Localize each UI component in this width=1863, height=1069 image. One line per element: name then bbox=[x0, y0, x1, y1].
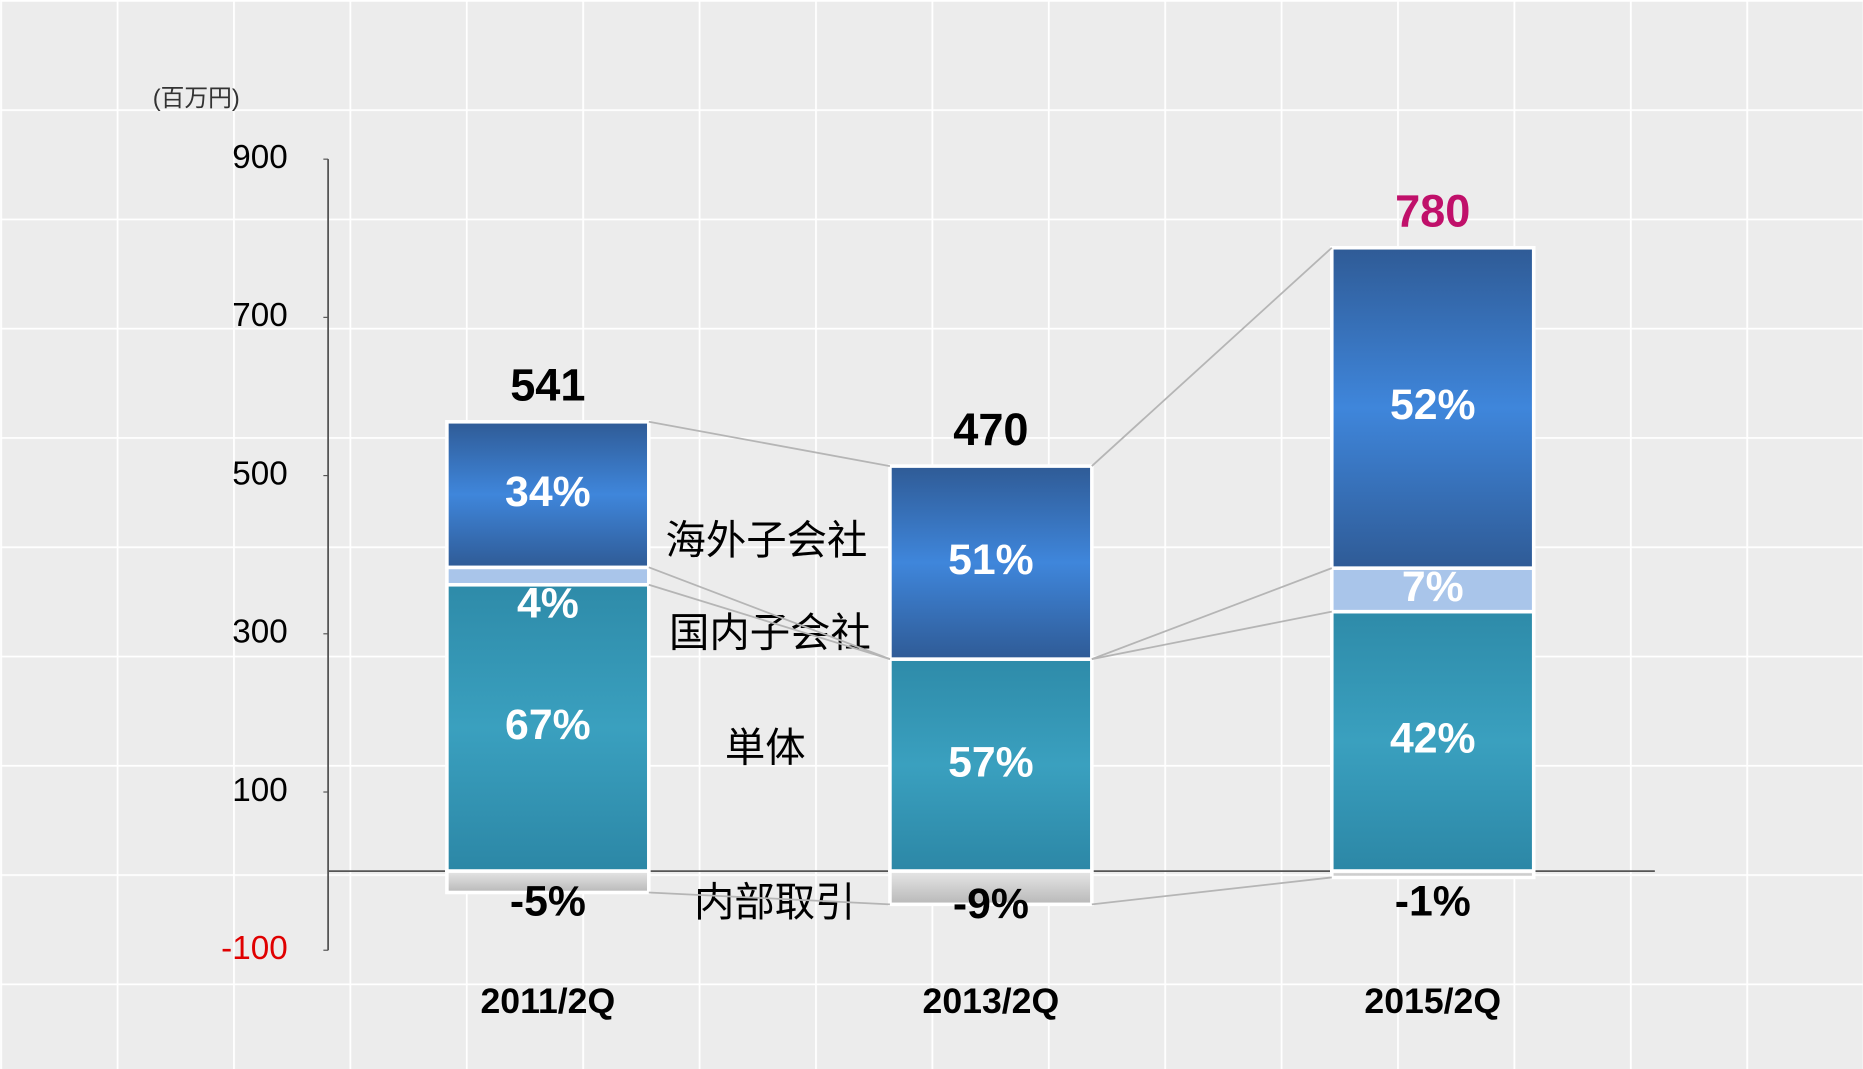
x-tick-label: 2011/2Q bbox=[480, 981, 615, 1021]
series-label: 国内子会社 bbox=[669, 609, 871, 656]
bar-segment bbox=[1329, 245, 1536, 570]
connector bbox=[1091, 567, 1333, 660]
series-label: 海外子会社 bbox=[665, 517, 867, 564]
y-tick-label: -100 bbox=[221, 930, 288, 967]
y-tick-label: 700 bbox=[232, 297, 287, 334]
connector bbox=[1091, 610, 1332, 660]
total-label: 541 bbox=[510, 359, 585, 410]
value-label: 42% bbox=[1390, 715, 1476, 763]
connector bbox=[648, 583, 891, 660]
value-label: 34% bbox=[505, 468, 591, 516]
series-label: 内部取引 bbox=[694, 879, 856, 926]
connector bbox=[648, 891, 890, 906]
series-label: 単体 bbox=[725, 725, 806, 772]
x-tick-label: 2013/2Q bbox=[923, 981, 1060, 1021]
y-unit-label: (百万円) bbox=[153, 85, 240, 112]
value-label: -5% bbox=[510, 878, 586, 926]
y-tick-label: 300 bbox=[232, 614, 287, 651]
value-label: 7% bbox=[1402, 563, 1464, 611]
value-label: 4% bbox=[517, 579, 579, 627]
connector bbox=[648, 420, 891, 467]
value-label: 51% bbox=[948, 536, 1034, 584]
total-label: 780 bbox=[1395, 185, 1470, 236]
bar-segment bbox=[1329, 566, 1536, 614]
bar-segment bbox=[445, 869, 651, 895]
bar-segment bbox=[888, 464, 1094, 661]
total-label: 470 bbox=[953, 404, 1028, 455]
value-label: 67% bbox=[505, 701, 591, 749]
bar-segment bbox=[445, 420, 651, 570]
y-tick-label: 100 bbox=[232, 772, 287, 809]
connector bbox=[648, 566, 891, 660]
bar-segment bbox=[888, 657, 1094, 873]
y-tick-label: 500 bbox=[232, 455, 287, 492]
value-label: 57% bbox=[948, 738, 1034, 786]
bar-segment bbox=[1329, 869, 1536, 880]
bar-segment bbox=[445, 582, 651, 873]
connector bbox=[1091, 247, 1333, 467]
value-label: -9% bbox=[953, 880, 1029, 928]
x-tick-label: 2015/2Q bbox=[1364, 981, 1501, 1021]
bar-segment bbox=[888, 869, 1094, 907]
value-label: 52% bbox=[1390, 381, 1476, 429]
value-label: -1% bbox=[1395, 878, 1471, 926]
connector bbox=[1091, 876, 1332, 906]
y-tick-label: 900 bbox=[232, 139, 287, 176]
